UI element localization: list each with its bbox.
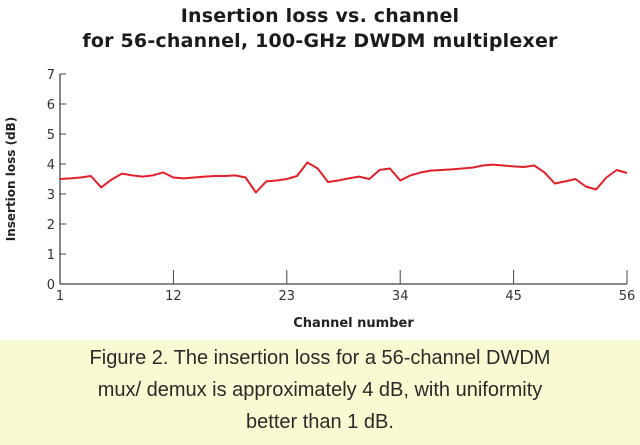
caption-line-3: better than 1 dB.	[246, 411, 394, 433]
y-tick-label: 5	[47, 128, 55, 143]
x-tick-label: 34	[392, 289, 409, 304]
y-tick-label: 0	[47, 278, 55, 293]
x-tick-label: 12	[165, 289, 182, 304]
x-axis-label: Channel number	[293, 316, 414, 331]
x-tick-label: 45	[505, 289, 522, 304]
x-tick-label: 23	[279, 289, 296, 304]
x-tick-label: 1	[56, 289, 64, 304]
y-tick-label: 1	[47, 248, 55, 263]
caption-line-2: mux/ demux is approximately 4 dB, with u…	[97, 379, 543, 401]
chart-subtitle: for 56-channel, 100-GHz DWDM multiplexer	[82, 30, 558, 52]
y-tick-label: 4	[47, 158, 55, 173]
series-line-insertion-loss	[59, 161, 628, 194]
caption-line-1: Figure 2. The insertion loss for a 56-ch…	[89, 347, 551, 369]
y-axis-label: Insertion loss (dB)	[4, 117, 18, 242]
chart-figure: Insertion loss vs. channel for 56-channe…	[4, 5, 636, 331]
figure-caption: Figure 2. The insertion loss for a 56-ch…	[0, 340, 640, 445]
y-tick-label: 3	[47, 188, 55, 203]
y-tick-label: 7	[47, 68, 55, 83]
y-tick-label: 2	[47, 218, 55, 233]
x-tick-label: 56	[619, 289, 636, 304]
y-tick-label: 6	[47, 98, 55, 113]
chart-title: Insertion loss vs. channel	[180, 5, 460, 27]
